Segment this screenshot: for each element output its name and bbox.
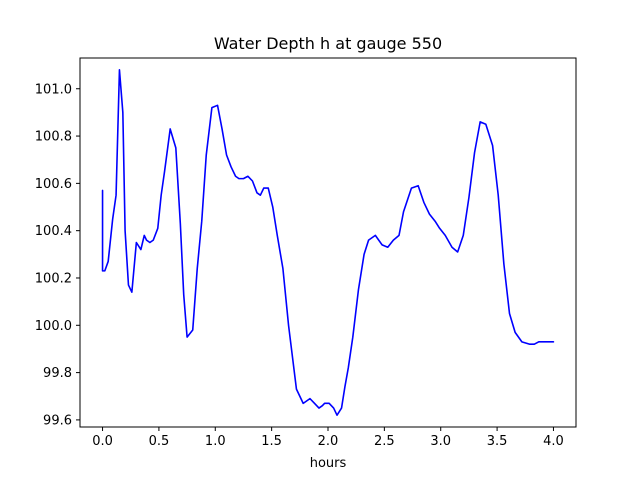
x-tick-label: 3.5	[487, 434, 508, 449]
chart-title: Water Depth h at gauge 550	[214, 34, 442, 53]
x-tick-label: 0.5	[149, 434, 170, 449]
series-line-0	[101, 69, 555, 416]
y-tick-label: 100.0	[35, 319, 72, 334]
x-axis: 0.0 0.5 1.0 1.5 2.0 2.5 3.0 3.5 4.0	[92, 427, 564, 449]
y-tick-label: 100.8	[35, 130, 72, 145]
x-axis-label: hours	[310, 456, 347, 471]
y-tick-label: 100.6	[35, 177, 72, 192]
x-tick-label: 2.5	[374, 434, 395, 449]
plot-area	[101, 69, 555, 416]
x-tick-label: 4.0	[543, 434, 564, 449]
y-tick-label: 101.0	[35, 82, 72, 97]
y-tick-label: 99.6	[43, 413, 72, 428]
x-tick-label: 1.0	[205, 434, 226, 449]
x-tick-label: 0.0	[92, 434, 113, 449]
y-tick-label: 99.8	[43, 366, 72, 381]
y-tick-label: 100.4	[35, 224, 72, 239]
x-tick-label: 2.0	[318, 434, 339, 449]
y-tick-label: 100.2	[35, 271, 72, 286]
x-tick-label: 1.5	[261, 434, 282, 449]
x-tick-label: 3.0	[430, 434, 451, 449]
y-axis: 99.6 99.8 100.0 100.2 100.4 100.6 100.8 101.0	[35, 82, 80, 428]
